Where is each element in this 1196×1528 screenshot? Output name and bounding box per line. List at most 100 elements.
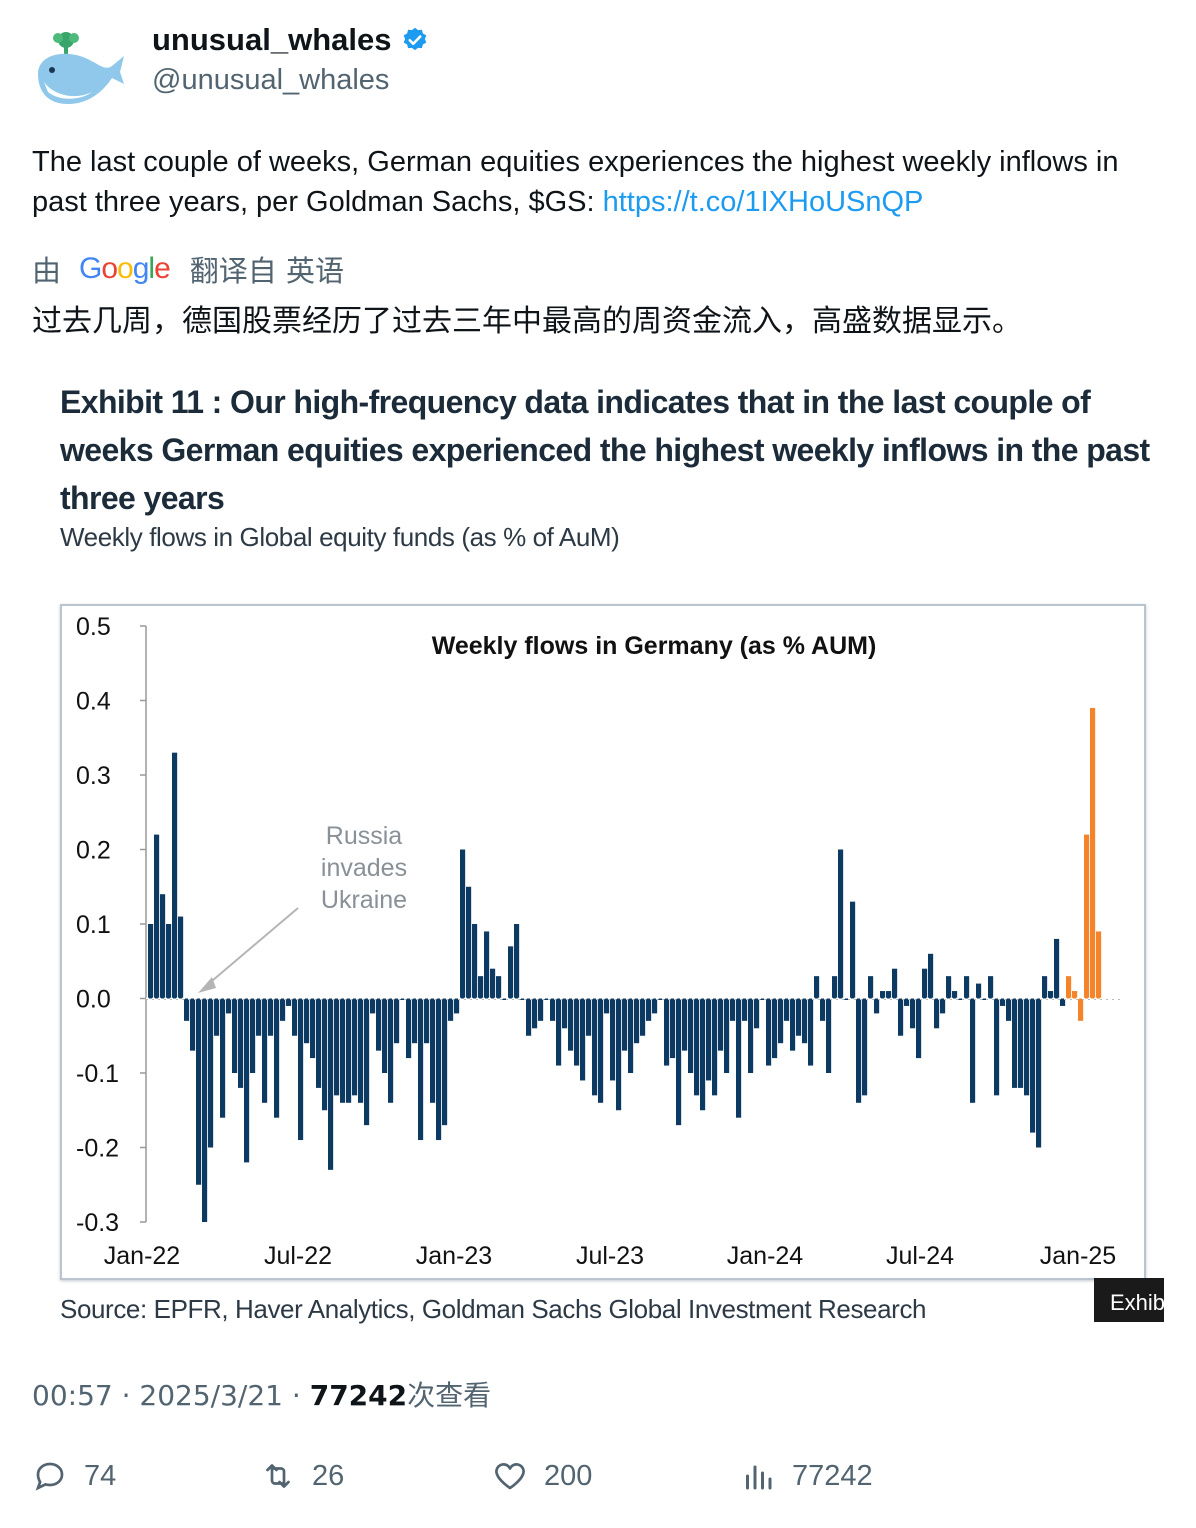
chart-bar: [1072, 991, 1078, 999]
y-tick-label: 0.4: [76, 688, 111, 716]
chart-bar: [544, 998, 550, 1000]
chart-bar: [340, 998, 346, 1103]
chart-bar: [166, 924, 172, 999]
like-button[interactable]: 200: [492, 1458, 592, 1494]
chart-bar: [1090, 707, 1096, 999]
y-tick-label: 0.2: [76, 837, 111, 865]
chart-bar: [358, 998, 364, 1103]
chart-bar: [346, 998, 352, 1103]
chart-bar: [730, 998, 736, 1021]
chart-bar: [196, 998, 202, 1185]
chart-bar: [916, 998, 922, 1059]
chart-bar: [430, 998, 436, 1103]
chart-bar: [634, 998, 640, 1044]
chart-bar: [250, 998, 256, 1073]
chart-bar: [508, 946, 514, 999]
tweet-meta: 00:57 · 2025/3/21 · 77242次查看: [32, 1374, 491, 1414]
chart-bar: [220, 998, 226, 1118]
chart-bar: [1048, 991, 1054, 999]
chart-bar: [742, 998, 748, 1021]
chart-bar: [1060, 998, 1066, 1006]
chart-bar: [436, 998, 442, 1141]
verified-badge-icon: [404, 27, 427, 51]
chart-bar: [610, 998, 616, 1081]
chart-bar: [538, 998, 544, 1021]
chart-bar: [1036, 998, 1042, 1148]
chart-bar: [154, 834, 160, 999]
tweet-date[interactable]: 2025/3/21: [139, 1379, 283, 1412]
chart-bar: [910, 998, 916, 1029]
chart-bar: [964, 976, 970, 999]
chart-bar: [244, 998, 250, 1163]
author-handle[interactable]: @unusual_whales: [152, 64, 390, 96]
chart-bar: [628, 998, 634, 1073]
tweet-text: The last couple of weeks, German equitie…: [32, 142, 1172, 222]
chart-bar: [418, 998, 424, 1141]
chart-bar: [304, 998, 310, 1044]
chart-bar: [748, 998, 754, 1073]
chart-bar: [406, 998, 412, 1059]
chart-bar: [316, 998, 322, 1088]
chart-bar: [178, 916, 184, 999]
chart-bar: [496, 976, 502, 999]
chart-bar: [292, 998, 298, 1036]
chart-bar: [298, 998, 304, 1141]
chart-bar: [322, 998, 328, 1111]
chart-title: Weekly flows in Germany (as % AUM): [432, 632, 877, 660]
annotation-arrow-line: [205, 907, 299, 987]
chart-bar: [940, 998, 946, 1014]
chart-bar: [826, 998, 832, 1073]
tweet-time[interactable]: 00:57: [32, 1379, 113, 1412]
annotation-arrow-head: [198, 977, 216, 993]
chart-bar: [382, 998, 388, 1073]
chart-bar: [262, 998, 268, 1103]
views-button[interactable]: 77242: [740, 1458, 873, 1494]
chart-bar: [568, 998, 574, 1051]
reply-button[interactable]: 74: [32, 1458, 116, 1494]
retweet-button[interactable]: 26: [260, 1458, 344, 1494]
corner-tag: Exhib: [1094, 1278, 1164, 1322]
tweet-image[interactable]: Exhibit 11 : Our high-frequency data ind…: [32, 360, 1164, 1330]
chart-bar: [814, 976, 820, 999]
tweet-body: The last couple of weeks, German equitie…: [32, 146, 1119, 218]
chart-bar: [1096, 931, 1102, 999]
chart-bar: [652, 998, 658, 1014]
chart-bar: [952, 991, 958, 999]
chart-bar: [700, 998, 706, 1111]
retweet-icon: [266, 1464, 290, 1488]
annotation-text: Russia: [326, 822, 403, 850]
views-count: 77242: [309, 1379, 408, 1412]
chart-bar: [574, 998, 580, 1066]
chart-bar: [934, 998, 940, 1029]
chart-bar: [172, 752, 178, 999]
chart-bar: [622, 998, 628, 1051]
chart-bar: [400, 998, 406, 1000]
chart-bar: [850, 901, 856, 999]
avatar[interactable]: [30, 26, 126, 114]
y-tick-label: 0.3: [76, 762, 111, 790]
chart-bar: [784, 998, 790, 1021]
translate-suffix[interactable]: 翻译自 英语: [189, 254, 344, 288]
chart-bar: [790, 998, 796, 1051]
views-icon: [746, 1465, 772, 1490]
chart-bar: [766, 998, 772, 1066]
chart-bar: [670, 998, 676, 1059]
chart-bar: [286, 998, 292, 1006]
chart-bar: [334, 998, 340, 1096]
author-name-text[interactable]: unusual_whales: [152, 22, 392, 57]
author-name[interactable]: unusual_whales: [152, 22, 429, 58]
chart-bar: [148, 924, 154, 999]
exhibit-subtitle: Weekly flows in Global equity funds (as …: [60, 522, 620, 552]
chart-bar: [946, 976, 952, 999]
chart-bar: [616, 998, 622, 1111]
tweet-link[interactable]: https://t.co/1IXHoUSnQP: [602, 186, 924, 218]
chart-bar: [352, 998, 358, 1096]
chart-bar: [472, 924, 478, 999]
chart-bar: [232, 998, 238, 1073]
x-tick-label: Jul-22: [264, 1242, 332, 1270]
y-tick-label: 0.1: [76, 911, 111, 939]
x-tick-label: Jul-23: [576, 1242, 644, 1270]
chart-bar: [718, 998, 724, 1051]
bar-chart: Weekly flows in Germany (as % AUM) 0.5 0.…: [76, 613, 1124, 1270]
chart-bar: [484, 931, 490, 999]
